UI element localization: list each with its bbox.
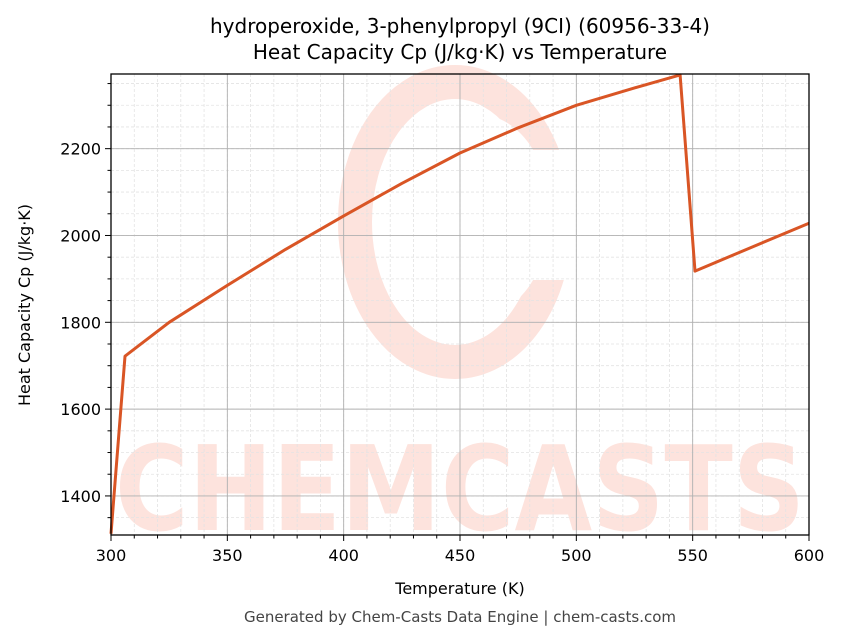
footer-credit: Generated by Chem-Casts Data Engine | ch… (243, 608, 677, 626)
y-tick-label: 2200 (60, 140, 101, 159)
x-tick-label: 500 (561, 546, 592, 565)
y-tick-label: 1400 (60, 487, 101, 506)
y-axis-label: Heat Capacity Cp (J/kg·K) (15, 204, 34, 406)
x-axis: 300 350 400 450 500 550 600 (96, 535, 825, 565)
x-tick-label: 550 (677, 546, 708, 565)
y-tick-label: 2000 (60, 226, 101, 245)
x-tick-label: 300 (96, 546, 127, 565)
x-tick-label: 350 (212, 546, 243, 565)
x-tick-label: 450 (445, 546, 476, 565)
cp-line (109, 73, 810, 534)
chart-title-line1: hydroperoxide, 3-phenylpropyl (9CI) (609… (210, 14, 710, 38)
chart-title-line2: Heat Capacity Cp (J/kg·K) vs Temperature (252, 40, 668, 64)
x-tick-label: 400 (328, 546, 359, 565)
x-axis-label: Temperature (K) (394, 579, 524, 598)
y-tick-label: 1800 (60, 313, 101, 332)
x-tick-label: 600 (794, 546, 825, 565)
y-axis: 1400 1600 1800 2000 2200 (60, 83, 111, 519)
y-tick-label: 1600 (60, 400, 101, 419)
